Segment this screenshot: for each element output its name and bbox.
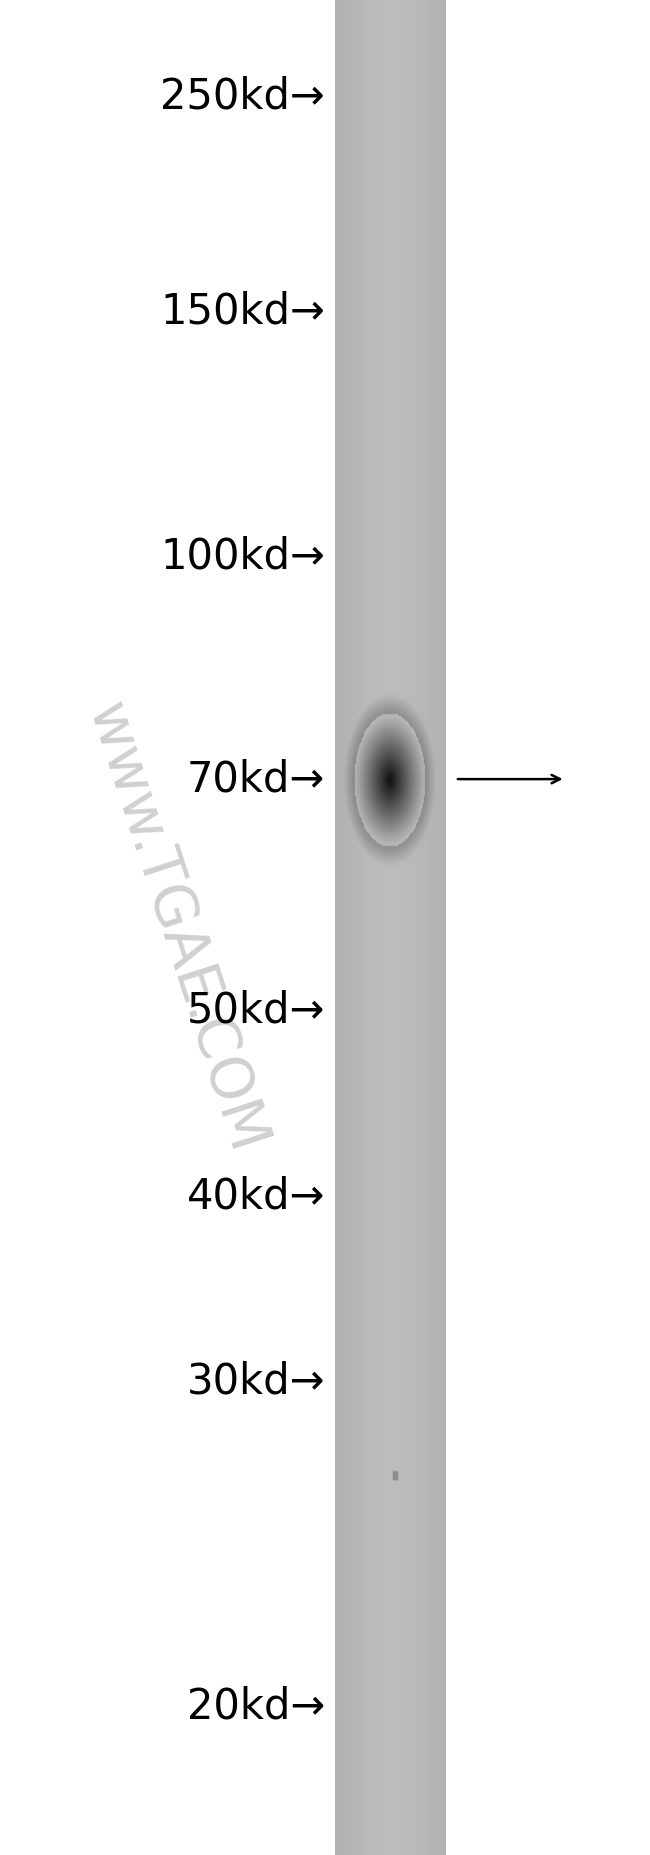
Text: 70kd→: 70kd→ [187, 759, 325, 800]
Text: 100kd→: 100kd→ [160, 536, 325, 577]
Text: www.TGAE.COM: www.TGAE.COM [76, 696, 275, 1159]
Text: 40kd→: 40kd→ [187, 1176, 325, 1217]
Text: 50kd→: 50kd→ [187, 991, 325, 1031]
Text: 250kd→: 250kd→ [161, 76, 325, 117]
Text: 30kd→: 30kd→ [187, 1362, 325, 1402]
Text: 150kd→: 150kd→ [160, 291, 325, 332]
Text: 20kd→: 20kd→ [187, 1686, 325, 1727]
